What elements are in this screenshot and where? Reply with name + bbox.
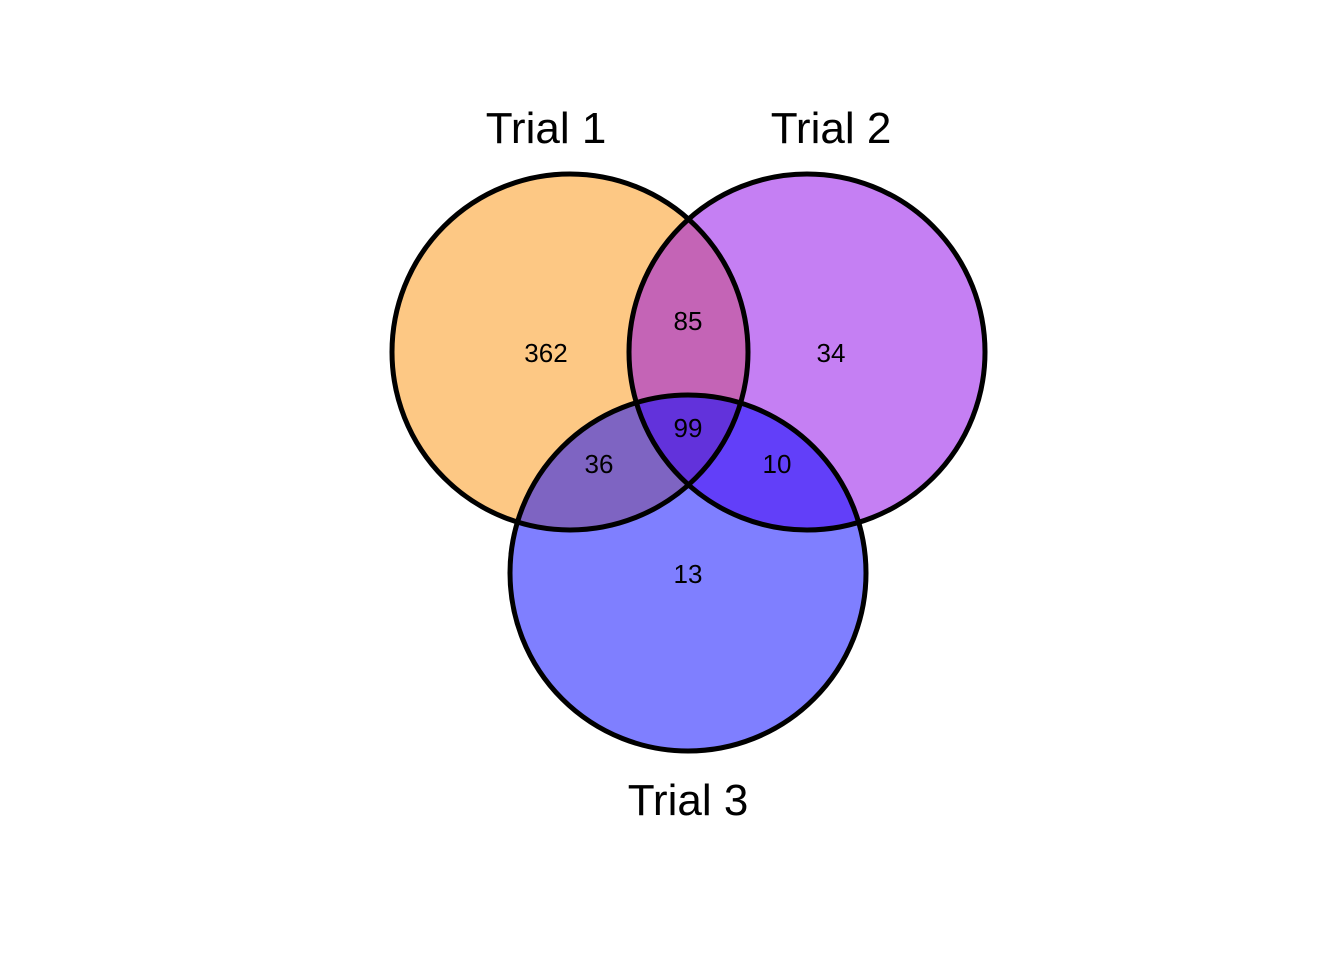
region-trial-1-3: 36 — [585, 449, 614, 479]
trial-3-circle — [510, 395, 866, 751]
trial-1-outline — [389, 171, 751, 533]
region-trial-2-only: 34 — [817, 338, 846, 368]
region-trial-3-only: 13 — [674, 559, 703, 589]
region-trial-1-2: 85 — [674, 306, 703, 336]
trial-3-outline — [507, 392, 869, 754]
region-all-trials: 99 — [674, 413, 703, 443]
trial-3-label: Trial 3 — [628, 776, 749, 825]
trial-1-label: Trial 1 — [486, 104, 607, 153]
region-trial-1-only: 362 — [524, 338, 567, 368]
trial-2-label: Trial 2 — [771, 104, 892, 153]
region-trial-2-3: 10 — [763, 449, 792, 479]
trial-2-outline — [626, 171, 988, 533]
